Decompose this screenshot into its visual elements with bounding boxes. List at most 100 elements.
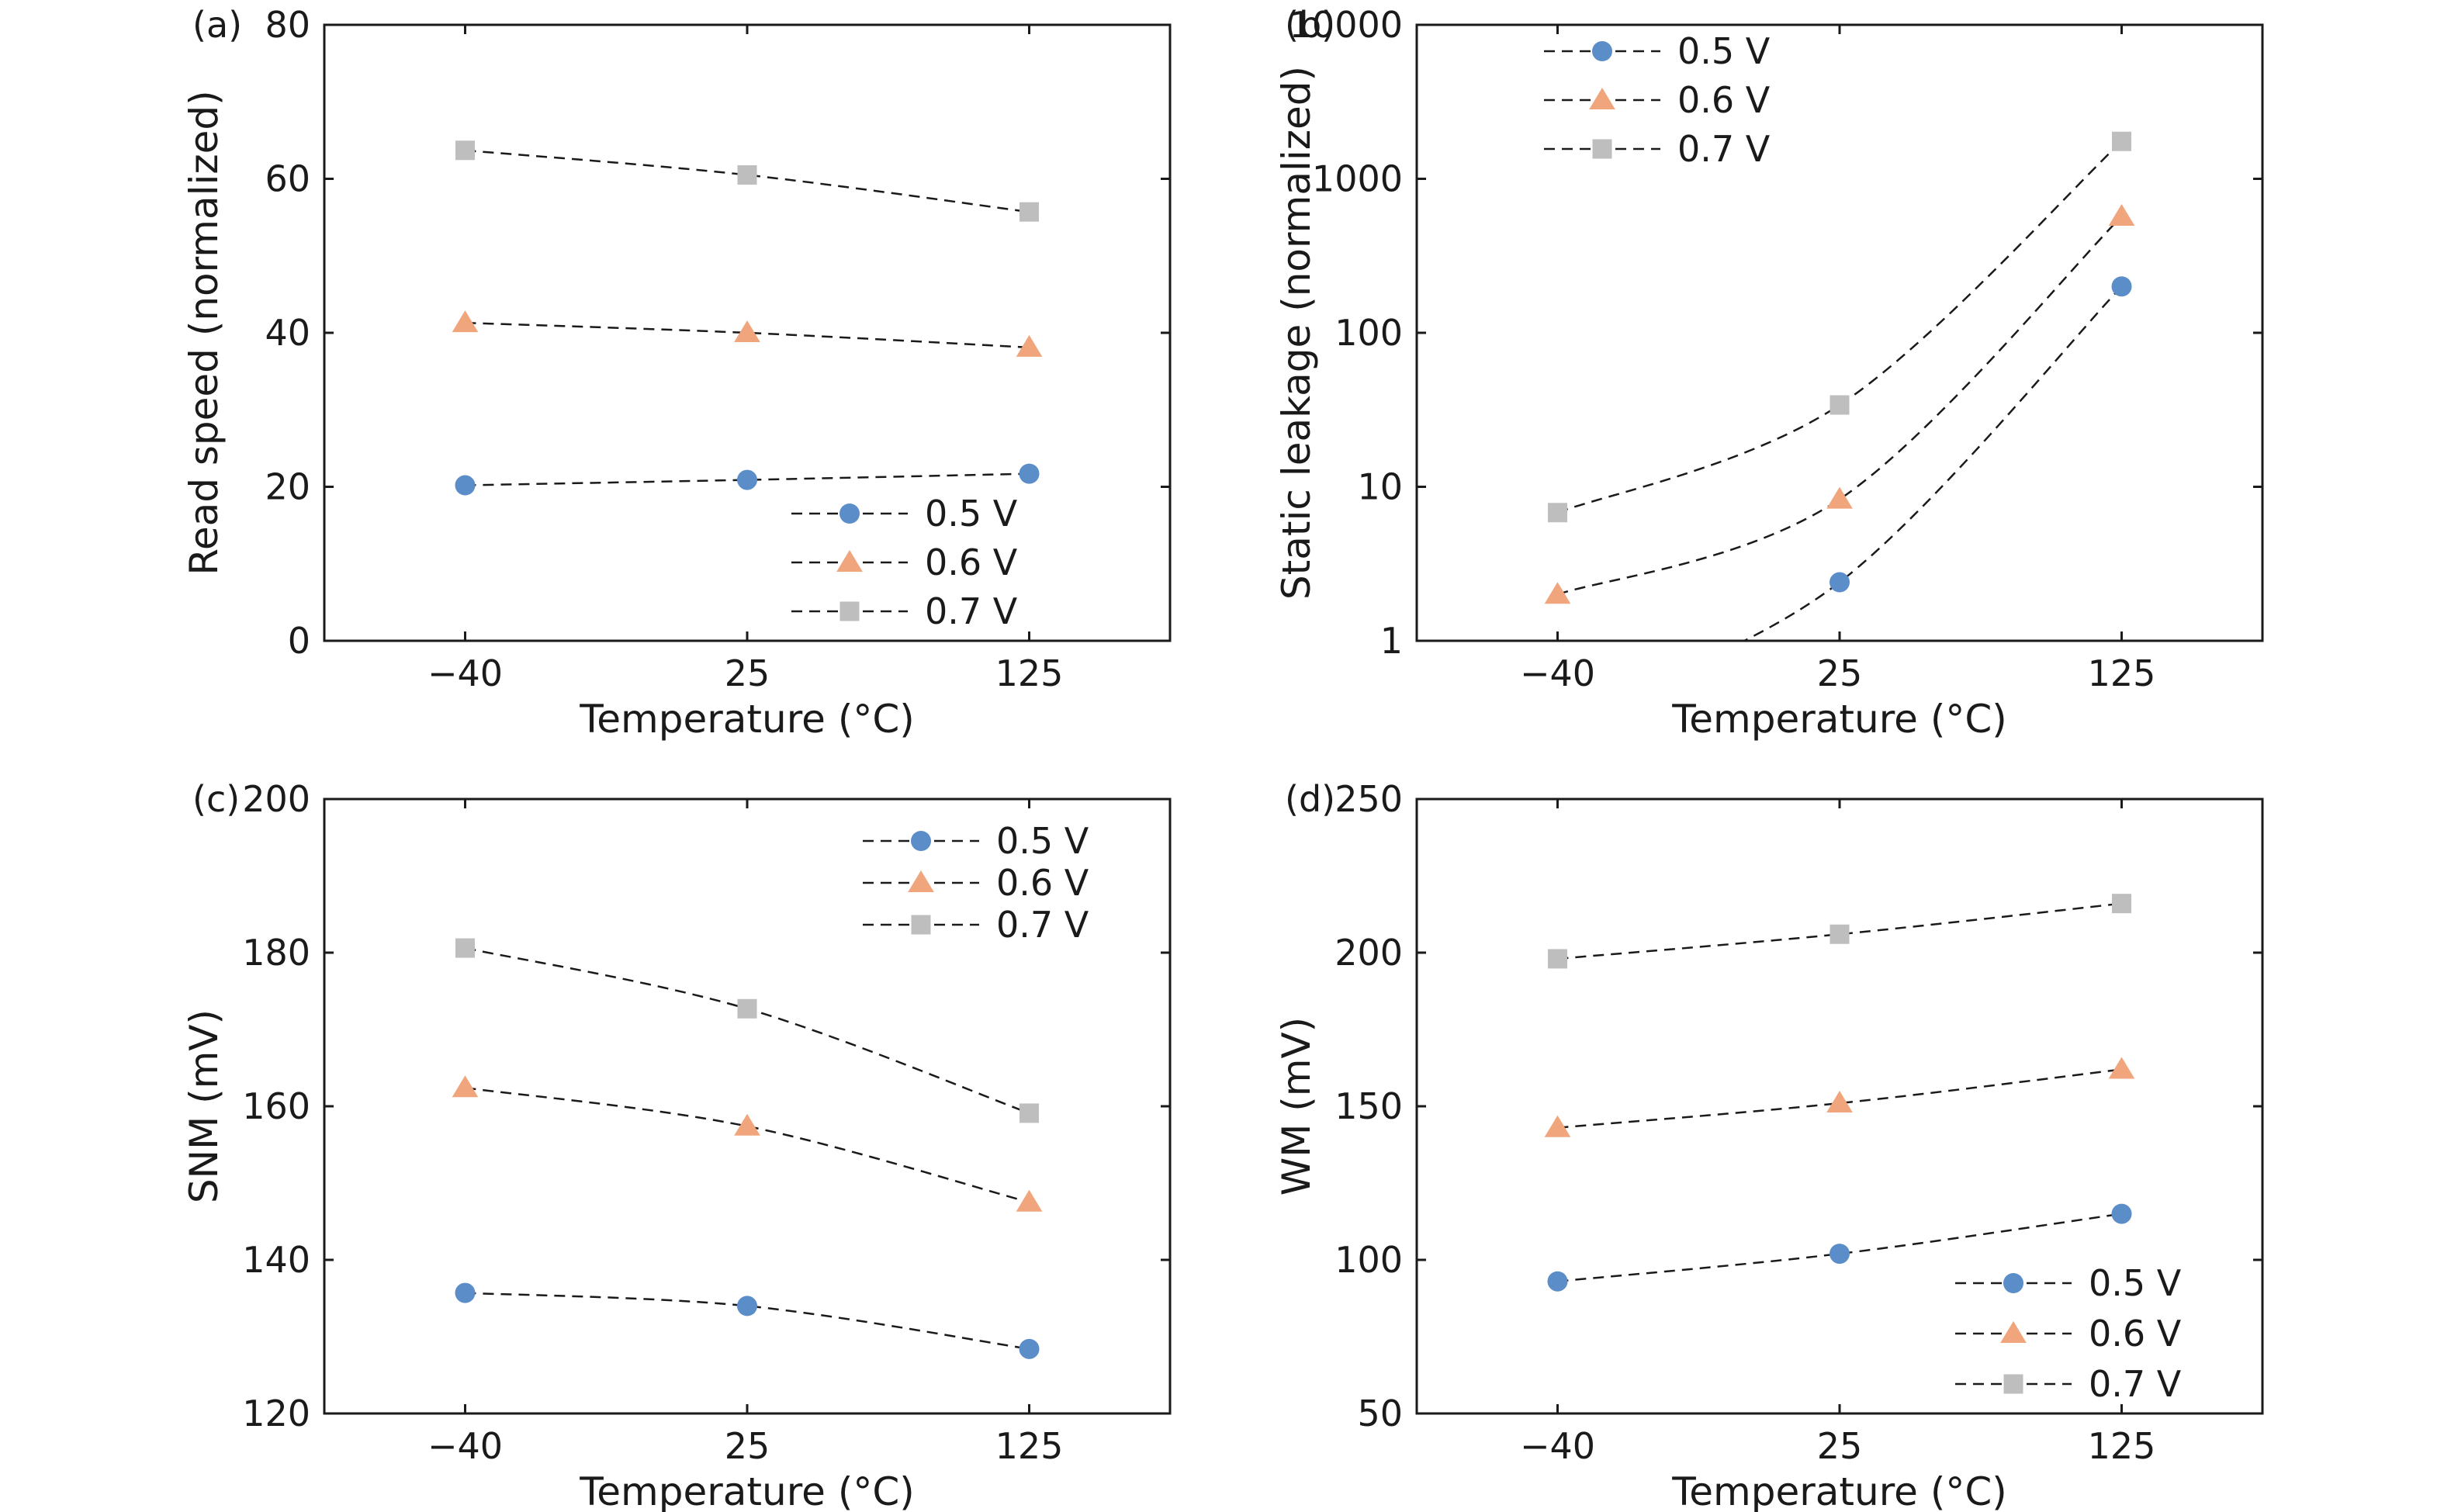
- x-axis-label: Temperature (°C): [1671, 697, 2007, 742]
- legend-label: 0.6 V: [925, 541, 1018, 583]
- x-tick-label: 25: [725, 1425, 770, 1467]
- plot-area: [452, 938, 1043, 1359]
- data-point: [1830, 924, 1850, 944]
- series-line: [1557, 216, 2123, 596]
- data-point: [1826, 1091, 1853, 1113]
- y-tick-label: 120: [242, 1393, 310, 1434]
- x-tick-label: 125: [2088, 1425, 2156, 1467]
- data-point: [2108, 203, 2135, 226]
- y-tick-label: 0: [288, 620, 310, 662]
- x-tick-label: 25: [725, 652, 770, 694]
- x-tick-label: 25: [1817, 652, 1863, 694]
- legend-label: 0.5 V: [925, 493, 1018, 535]
- x-tick-label: 125: [2088, 652, 2156, 694]
- series-line: [465, 946, 1030, 1115]
- x-tick-label: −40: [1520, 652, 1595, 694]
- y-tick-label: 200: [1335, 932, 1403, 974]
- data-point: [737, 998, 757, 1019]
- data-point: [1016, 1189, 1043, 1212]
- x-axis-label: Temperature (°C): [1671, 1469, 2007, 1512]
- x-tick-label: −40: [428, 1425, 503, 1467]
- data-point: [452, 1075, 479, 1098]
- y-tick-label: 100: [1335, 312, 1403, 354]
- legend-marker: [2000, 1321, 2027, 1343]
- legend: 0.5 V0.6 V0.7 V: [1544, 30, 1771, 170]
- legend-label: 0.5 V: [2089, 1262, 2182, 1304]
- legend-marker: [839, 503, 860, 524]
- data-point: [2112, 894, 2132, 914]
- x-tick-label: 125: [995, 652, 1064, 694]
- data-point: [455, 475, 476, 496]
- legend-marker: [2003, 1374, 2023, 1394]
- y-tick-label: 100: [1335, 1239, 1403, 1281]
- series-line: [1557, 140, 2123, 514]
- panel-label: (a): [192, 4, 242, 46]
- data-point: [455, 938, 475, 958]
- legend-marker: [2003, 1273, 2023, 1293]
- x-axis-label: Temperature (°C): [579, 1469, 915, 1512]
- legend-label: 0.7 V: [996, 904, 1089, 946]
- series-line: [465, 1087, 1030, 1203]
- data-point: [1544, 582, 1571, 604]
- legend-marker: [911, 831, 931, 851]
- y-tick-label: 150: [1335, 1085, 1403, 1127]
- data-point: [455, 140, 475, 161]
- y-tick-label: 250: [1335, 778, 1403, 820]
- data-point: [455, 1282, 476, 1303]
- legend-label: 0.6 V: [996, 862, 1089, 904]
- data-point: [2111, 1203, 2132, 1224]
- legend-marker: [911, 915, 931, 935]
- data-point: [2112, 131, 2132, 151]
- legend: 0.5 V 0.6 V 0.7 V: [791, 493, 1018, 632]
- data-point: [737, 1296, 757, 1317]
- y-axis-label: Static leakage (normalized): [1274, 66, 1319, 600]
- y-tick-label: 160: [242, 1085, 310, 1127]
- data-point: [734, 1113, 760, 1136]
- panel-label: (d): [1285, 778, 1335, 820]
- data-point: [734, 320, 760, 342]
- x-tick-label: 25: [1817, 1425, 1863, 1467]
- y-axis-label: WM (mV): [1274, 1017, 1319, 1195]
- data-point: [2108, 1057, 2135, 1079]
- y-tick-label: 180: [242, 932, 310, 974]
- data-point: [1019, 202, 1040, 222]
- panel-label: (b): [1285, 4, 1335, 46]
- data-point: [1830, 1244, 1850, 1265]
- legend-label: 0.5 V: [996, 820, 1089, 862]
- data-point: [737, 469, 757, 490]
- data-point: [1544, 1115, 1571, 1137]
- data-point: [1826, 486, 1853, 509]
- panel-3: 50 100 150 200 250 −40 25 125 Temperature (°C) WM…: [1274, 778, 2264, 1512]
- panel-label: (c): [192, 778, 240, 820]
- legend-marker: [836, 550, 863, 572]
- plot-area: [1544, 131, 2135, 641]
- plot-area: [452, 140, 1043, 496]
- data-point: [1547, 503, 1567, 523]
- legend-label: 0.7 V: [925, 590, 1018, 632]
- data-point: [1019, 463, 1040, 484]
- y-tick-label: 20: [265, 466, 310, 508]
- y-tick-label: 10000: [1290, 4, 1403, 46]
- legend-marker: [1589, 88, 1615, 109]
- legend-label: 0.6 V: [1677, 79, 1771, 121]
- legend: 0.5 V0.6 V0.7 V: [863, 820, 1089, 946]
- data-point: [1830, 572, 1850, 593]
- y-tick-label: 80: [265, 4, 310, 46]
- y-axis-label: Read speed (normalized): [182, 90, 227, 575]
- plot-area: [1544, 894, 2135, 1292]
- panel-2: 120 140 160 180 200 −40 25 125 Temperature (°C) S…: [182, 778, 1172, 1512]
- y-tick-label: 1: [1380, 620, 1403, 662]
- y-tick-label: 140: [242, 1239, 310, 1281]
- data-point: [1019, 1338, 1040, 1359]
- x-tick-label: 125: [995, 1425, 1064, 1467]
- x-tick-label: −40: [428, 652, 503, 694]
- y-tick-label: 1000: [1312, 158, 1403, 200]
- data-point: [1019, 1103, 1040, 1123]
- legend-marker: [1592, 41, 1612, 61]
- x-axis-label: Temperature (°C): [579, 697, 915, 742]
- y-axis-label: SNM (mV): [182, 1009, 227, 1203]
- y-tick-label: 200: [242, 778, 310, 820]
- data-point: [1016, 334, 1043, 357]
- y-tick-label: 60: [265, 158, 310, 200]
